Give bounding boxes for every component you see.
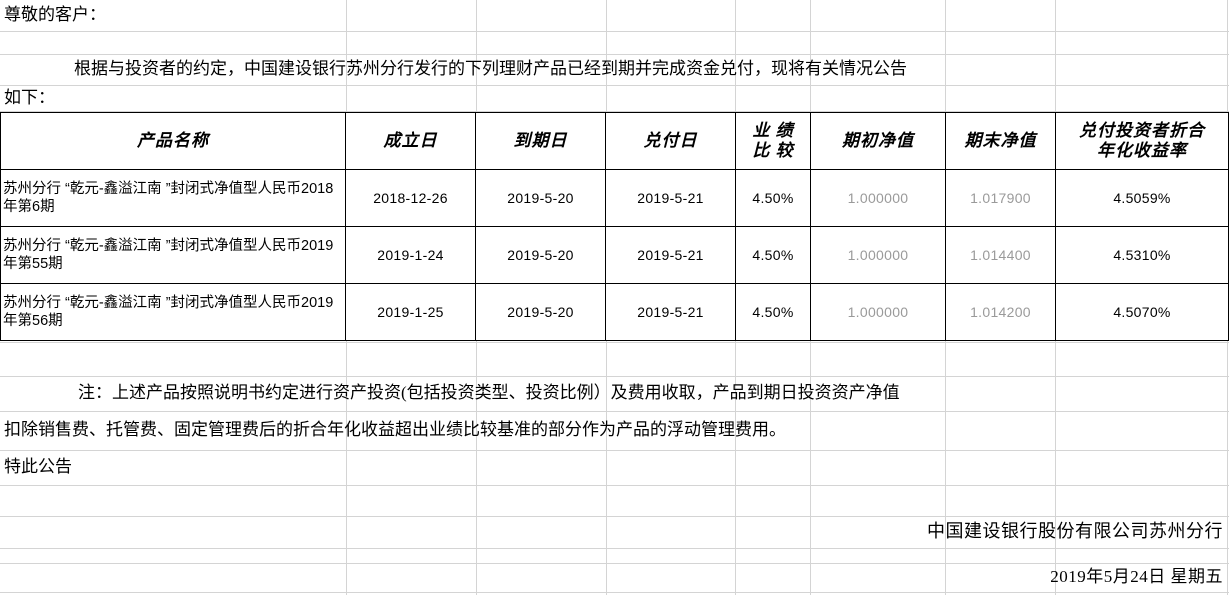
cell-start-date: 2018-12-26 bbox=[345, 169, 476, 227]
salutation-row: 尊敬的客户： bbox=[0, 0, 1229, 31]
note-line-2: 扣除销售费、托管费、固定管理费后的折合年化收益超出业绩比较基准的部分作为产品的浮… bbox=[0, 411, 1229, 450]
cell-maturity-date: 2019-5-20 bbox=[475, 226, 606, 284]
product-table: 产品名称 成立日 到期日 兑付日 业 绩 比 较 期初净值 期末净值 兑付投资者… bbox=[0, 112, 1229, 341]
col-header-payment-date: 兑付日 bbox=[605, 112, 736, 170]
date-text: 2019年5月24日 星期五 bbox=[1050, 567, 1223, 587]
col-header-yield-line1: 兑付投资者折合 bbox=[1079, 121, 1205, 141]
cell-maturity-date: 2019-5-20 bbox=[475, 169, 606, 227]
col-header-product-name: 产品名称 bbox=[0, 112, 346, 170]
cell-final-nav: 1.014400 bbox=[945, 226, 1056, 284]
note-text-1: 注：上述产品按照说明书约定进行资产投资(包括投资类型、投资比例）及费用收取，产品… bbox=[78, 383, 900, 403]
cell-start-date: 2019-1-24 bbox=[345, 226, 476, 284]
cell-initial-nav: 1.000000 bbox=[810, 226, 946, 284]
cell-yield: 4.5059% bbox=[1055, 169, 1229, 227]
cell-yield: 4.5310% bbox=[1055, 226, 1229, 284]
cell-product-name: 苏州分行 “乾元-鑫溢江南 ”封闭式净值型人民币2018年第6期 bbox=[0, 169, 346, 227]
intro-text-1: 根据与投资者的约定，中国建设银行苏州分行发行的下列理财产品已经到期并完成资金兑付… bbox=[74, 59, 907, 79]
table-header-row: 产品名称 成立日 到期日 兑付日 业 绩 比 较 期初净值 期末净值 兑付投资者… bbox=[0, 112, 1229, 170]
table-row: 苏州分行 “乾元-鑫溢江南 ”封闭式净值型人民币2019年第55期 2019-1… bbox=[0, 226, 1229, 284]
cell-payment-date: 2019-5-21 bbox=[605, 226, 736, 284]
note-text-2: 扣除销售费、托管费、固定管理费后的折合年化收益超出业绩比较基准的部分作为产品的浮… bbox=[4, 420, 786, 440]
col-header-maturity-date: 到期日 bbox=[475, 112, 606, 170]
col-header-initial-nav: 期初净值 bbox=[810, 112, 946, 170]
col-header-yield-line2: 年化收益率 bbox=[1097, 141, 1187, 160]
cell-start-date: 2019-1-25 bbox=[345, 283, 476, 341]
cell-payment-date: 2019-5-21 bbox=[605, 283, 736, 341]
table-row: 苏州分行 “乾元-鑫溢江南 ”封闭式净值型人民币2019年第56期 2019-1… bbox=[0, 283, 1229, 341]
cell-maturity-date: 2019-5-20 bbox=[475, 283, 606, 341]
col-header-final-nav: 期末净值 bbox=[945, 112, 1056, 170]
note-line-1: 注：上述产品按照说明书约定进行资产投资(包括投资类型、投资比例）及费用收取，产品… bbox=[0, 376, 1229, 411]
cell-yield: 4.5070% bbox=[1055, 283, 1229, 341]
cell-product-name: 苏州分行 “乾元-鑫溢江南 ”封闭式净值型人民币2019年第55期 bbox=[0, 226, 346, 284]
col-header-benchmark: 业 绩 比 较 bbox=[735, 112, 811, 170]
cell-initial-nav: 1.000000 bbox=[810, 283, 946, 341]
salutation-text: 尊敬的客户： bbox=[4, 5, 106, 25]
date-row: 2019年5月24日 星期五 bbox=[0, 563, 1229, 592]
col-header-start-date: 成立日 bbox=[345, 112, 476, 170]
cell-final-nav: 1.014200 bbox=[945, 283, 1056, 341]
cell-initial-nav: 1.000000 bbox=[810, 169, 946, 227]
closing-line: 特此公告 bbox=[0, 450, 1229, 485]
signature-text: 中国建设银行股份有限公司苏州分行 bbox=[927, 521, 1223, 542]
closing-text: 特此公告 bbox=[4, 457, 72, 477]
table-row: 苏州分行 “乾元-鑫溢江南 ”封闭式净值型人民币2018年第6期 2018-12… bbox=[0, 169, 1229, 227]
cell-payment-date: 2019-5-21 bbox=[605, 169, 736, 227]
cell-benchmark: 4.50% bbox=[735, 169, 811, 227]
intro-line-2: 如下： bbox=[0, 85, 1229, 111]
col-header-benchmark-line1: 业 绩 bbox=[752, 121, 794, 141]
cell-product-name: 苏州分行 “乾元-鑫溢江南 ”封闭式净值型人民币2019年第56期 bbox=[0, 283, 346, 341]
intro-text-2: 如下： bbox=[4, 87, 55, 107]
col-header-benchmark-line2: 比 较 bbox=[752, 141, 794, 160]
cell-benchmark: 4.50% bbox=[735, 283, 811, 341]
col-header-yield: 兑付投资者折合 年化收益率 bbox=[1055, 112, 1229, 170]
signature-row: 中国建设银行股份有限公司苏州分行 bbox=[0, 516, 1229, 548]
intro-line-1: 根据与投资者的约定，中国建设银行苏州分行发行的下列理财产品已经到期并完成资金兑付… bbox=[0, 54, 1229, 85]
cell-final-nav: 1.017900 bbox=[945, 169, 1056, 227]
cell-benchmark: 4.50% bbox=[735, 226, 811, 284]
